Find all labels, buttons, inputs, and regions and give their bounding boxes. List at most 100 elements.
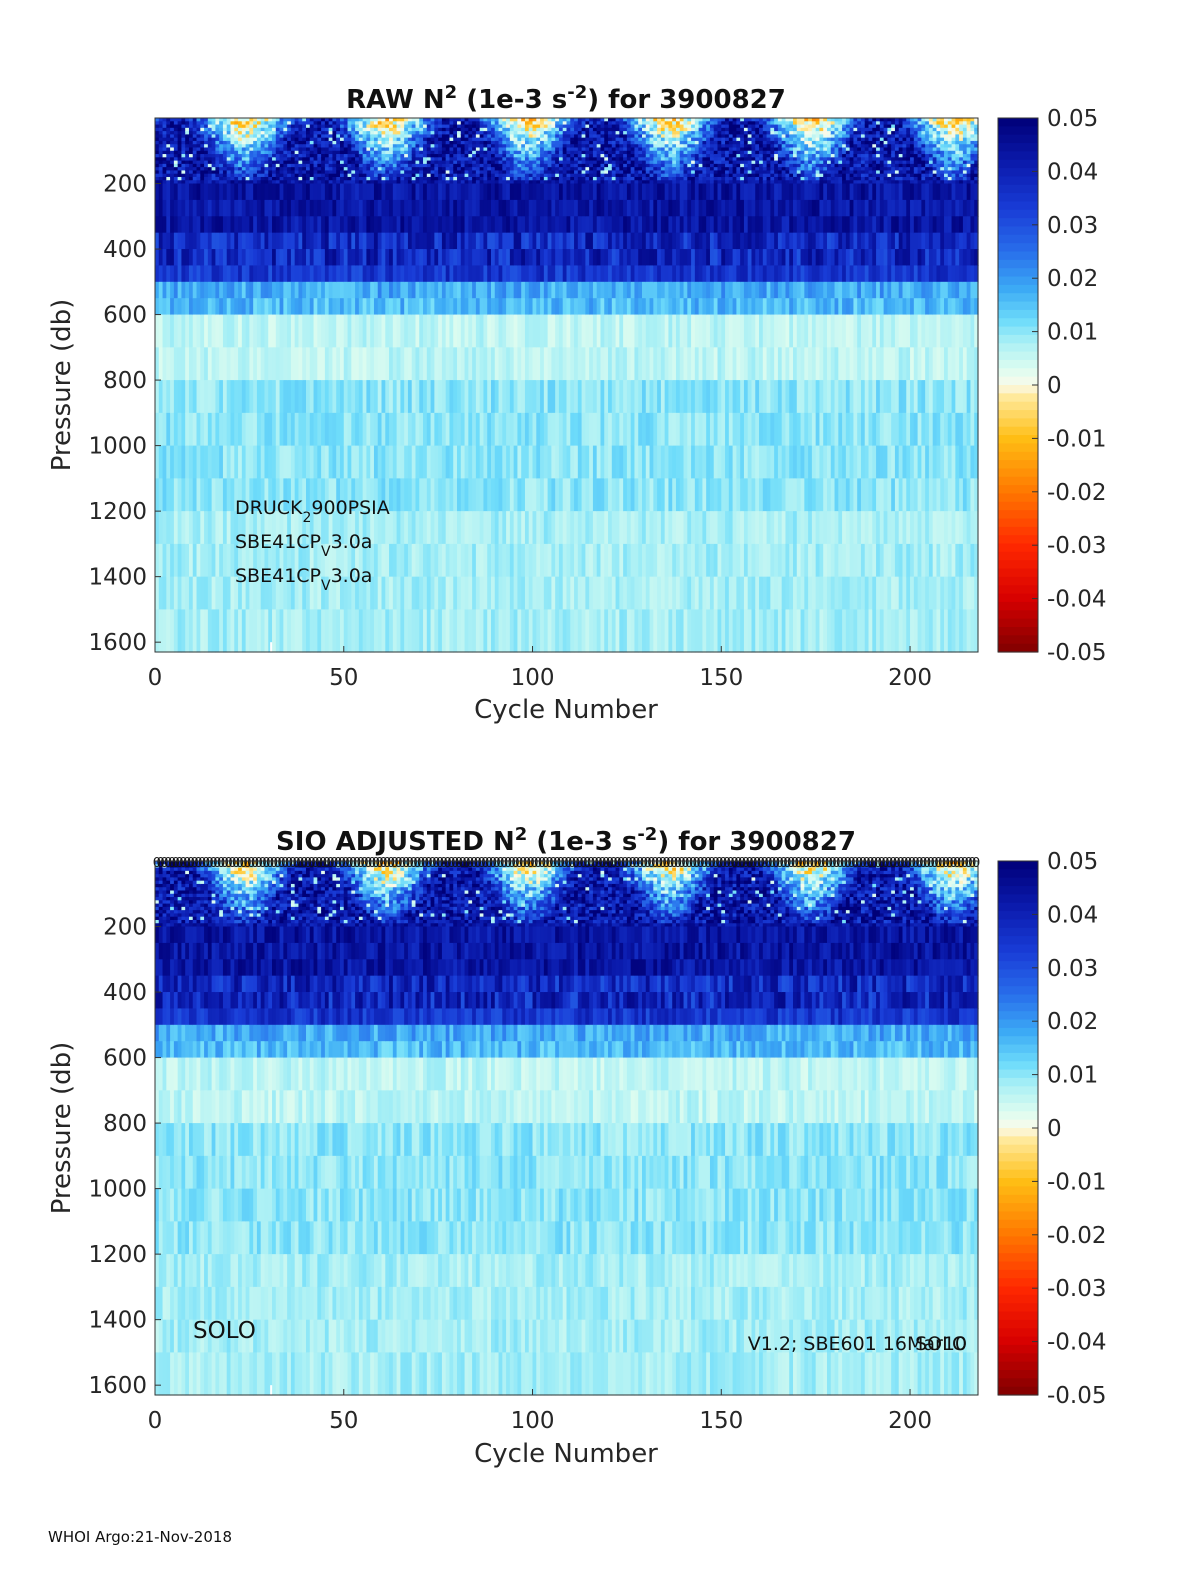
- heatmap-cell: [585, 298, 590, 316]
- heatmap-cell: [581, 576, 586, 611]
- heatmap-cell: [211, 199, 217, 217]
- heatmap-cell: [347, 127, 352, 132]
- heatmap-cell: [207, 176, 213, 181]
- heatmap-cell: [283, 163, 288, 168]
- heatmap-cell: [389, 154, 394, 158]
- heatmap-cell: [540, 511, 545, 545]
- heatmap-cell: [407, 281, 413, 299]
- heatmap-cell: [196, 380, 201, 414]
- heatmap-cell: [317, 183, 322, 201]
- heatmap-cell: [468, 609, 473, 653]
- heatmap-cell: [377, 173, 383, 178]
- heatmap-cell: [555, 412, 560, 447]
- heatmap-cell: [521, 160, 526, 165]
- heatmap-cell: [358, 265, 364, 283]
- heatmap-cell: [309, 199, 315, 217]
- heatmap-cell: [608, 543, 613, 578]
- heatmap-cell: [562, 199, 568, 217]
- heatmap-cell: [596, 543, 602, 578]
- heatmap-cell: [494, 157, 500, 162]
- heatmap-cell: [419, 173, 424, 178]
- heatmap-cell: [494, 147, 500, 152]
- heatmap-cell: [642, 511, 647, 545]
- heatmap-cell: [555, 232, 560, 250]
- heatmap-cell: [547, 140, 552, 145]
- heatmap-cell: [249, 176, 254, 181]
- heatmap-cell: [445, 140, 451, 145]
- heatmap-cell: [555, 265, 560, 283]
- heatmap-cell: [196, 137, 201, 142]
- heatmap-cell: [407, 157, 413, 162]
- heatmap-cell: [226, 176, 232, 181]
- heatmap-cell: [608, 131, 613, 135]
- heatmap-cell: [491, 144, 496, 149]
- heatmap-cell: [600, 249, 605, 267]
- heatmap-cell: [230, 511, 235, 545]
- heatmap-cell: [415, 576, 420, 611]
- heatmap-cell: [596, 167, 602, 172]
- heatmap-cell: [245, 144, 250, 149]
- heatmap-cell: [343, 216, 349, 234]
- heatmap-cell: [222, 232, 228, 250]
- heatmap-cell: [294, 412, 300, 447]
- heatmap-cell: [619, 163, 624, 168]
- heatmap-cell: [558, 157, 564, 162]
- heatmap-cell: [381, 157, 386, 162]
- heatmap-cell: [373, 412, 379, 447]
- heatmap-cell: [536, 478, 541, 512]
- heatmap-cell: [155, 118, 160, 122]
- heatmap-cell: [328, 445, 334, 479]
- heatmap-cell: [339, 121, 345, 126]
- heatmap-cell: [524, 232, 530, 250]
- heatmap-cell: [162, 167, 167, 172]
- heatmap-cell: [245, 154, 250, 158]
- heatmap-cell: [170, 173, 175, 178]
- heatmap-cell: [528, 347, 534, 381]
- heatmap-cell: [596, 124, 602, 129]
- heatmap-cell: [532, 121, 537, 126]
- heatmap-cell: [509, 609, 515, 653]
- heatmap-cell: [562, 232, 568, 250]
- heatmap-cell: [192, 380, 198, 414]
- heatmap-cell: [502, 127, 507, 132]
- heatmap-cell: [332, 298, 337, 316]
- heatmap-cell: [204, 265, 209, 283]
- heatmap-cell: [313, 124, 318, 129]
- heatmap-cell: [543, 183, 549, 201]
- heatmap-cell: [336, 157, 341, 162]
- heatmap-cell: [592, 183, 598, 201]
- heatmap-cell: [400, 154, 405, 158]
- heatmap-cell: [158, 127, 164, 132]
- heatmap-cell: [645, 118, 651, 122]
- heatmap-cell: [407, 478, 413, 512]
- heatmap-cell: [264, 265, 269, 283]
- heatmap-cell: [215, 150, 220, 155]
- heatmap-cell: [574, 609, 579, 653]
- heatmap-cell: [574, 157, 579, 162]
- heatmap-cell: [302, 216, 307, 234]
- heatmap-cell: [638, 131, 643, 135]
- heatmap-cell: [551, 127, 556, 132]
- heatmap-cell: [253, 147, 258, 152]
- heatmap-cell: [517, 160, 522, 165]
- heatmap-cell: [219, 511, 224, 545]
- heatmap-cell: [419, 160, 424, 165]
- heatmap-cell: [577, 412, 583, 447]
- heatmap-cell: [642, 124, 647, 129]
- heatmap-cell: [328, 176, 334, 181]
- heatmap-cell: [230, 118, 235, 122]
- heatmap-cell: [596, 144, 602, 149]
- heatmap-cell: [309, 576, 315, 611]
- heatmap-cell: [158, 121, 164, 126]
- heatmap-cell: [581, 173, 586, 178]
- heatmap-cell: [185, 281, 190, 299]
- heatmap-cell: [441, 134, 447, 139]
- heatmap-cell: [555, 183, 560, 201]
- heatmap-cell: [649, 131, 654, 135]
- heatmap-cell: [200, 163, 205, 168]
- heatmap-cell: [415, 163, 420, 168]
- heatmap-cell: [487, 154, 492, 158]
- heatmap-cell: [170, 144, 175, 149]
- heatmap-cell: [491, 160, 496, 165]
- heatmap-cell: [634, 176, 639, 181]
